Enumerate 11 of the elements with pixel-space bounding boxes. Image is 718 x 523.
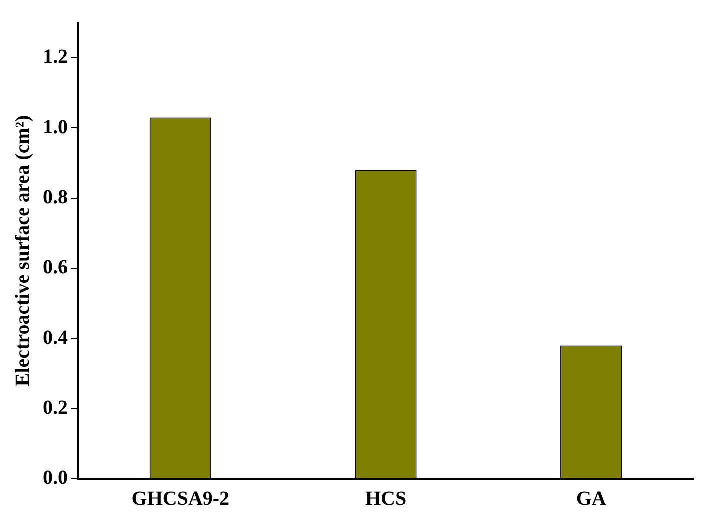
y-tick-label: 0.8	[43, 186, 68, 209]
y-axis-title: Electroactive surface area (cm²)	[12, 115, 34, 387]
y-tick-label: 0.0	[43, 467, 68, 490]
y-tick-label: 1.2	[43, 46, 68, 68]
x-tick-label: GHCSA9-2	[132, 488, 230, 510]
x-tick-label: HCS	[365, 488, 407, 510]
y-tick-label: 1.0	[43, 116, 68, 138]
y-tick-label: 0.4	[43, 326, 68, 349]
y-tick-label: 0.2	[43, 397, 68, 420]
x-tick-label: GA	[576, 488, 607, 510]
y-tick-label: 0.6	[43, 256, 68, 279]
